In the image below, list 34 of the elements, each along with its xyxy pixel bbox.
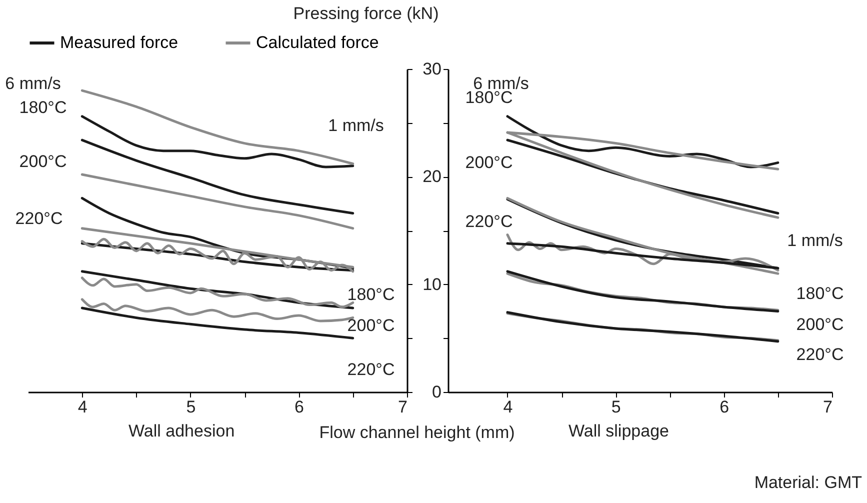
y-axis-title: Pressing force (kN) [293,4,439,23]
annotation: 220°C [15,209,63,228]
text: Material: GMT [754,473,862,492]
y-tick-label: 30 [422,60,442,78]
annotation: 1 mm/s [328,116,384,135]
x-tick-label: 7 [398,398,408,416]
legend-label: Calculated force [256,33,379,52]
x-axis-title: Wall slippage [568,422,669,440]
x-tick-label: 6 [720,398,730,416]
annotation: 220°C [796,345,844,364]
annotation: 200°C [19,152,67,171]
annotation: 180°C [465,88,513,107]
annotation: 220°C [465,212,513,231]
annotation: 180°C [796,284,844,303]
text: Flow channel height (mm) [319,423,515,442]
annotation: 200°C [465,153,513,172]
annotation: 200°C [347,316,395,335]
y-tick-label: 0 [432,382,442,402]
annotation: 180°C [19,98,67,117]
annotation: 180°C [347,285,395,304]
x-tick-label: 5 [611,398,621,416]
annotation: 200°C [796,315,844,334]
x-tick-label: 5 [186,398,196,416]
annotation: 6 mm/s [5,74,61,93]
x-tick-label: 6 [294,398,304,416]
annotation: 220°C [347,360,395,379]
x-tick-label: 4 [503,398,513,416]
x-axis-title: Wall adhesion [128,422,235,440]
annotation: 1 mm/s [787,231,843,250]
x-tick-label: 4 [78,398,88,416]
legend-label: Measured force [60,33,178,52]
x-tick-label: 7 [823,398,832,416]
y-tick-label: 20 [422,167,442,186]
y-tick-label: 10 [422,274,442,294]
